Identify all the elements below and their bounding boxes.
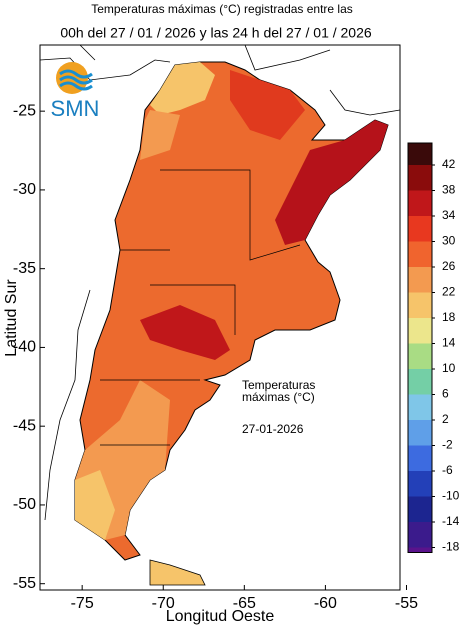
neighbors <box>39 44 401 521</box>
colorbar-band <box>408 471 432 497</box>
colorbar-label: -18 <box>442 540 460 554</box>
colorbar-band <box>408 241 432 267</box>
y-tick-label: -35 <box>13 260 36 277</box>
title-line-1: Temperaturas máximas (°C) registradas en… <box>91 2 353 16</box>
colorbar-band <box>408 343 432 369</box>
colorbar-label: 14 <box>442 336 456 350</box>
colorbar-label: 10 <box>442 361 456 375</box>
argentina <box>74 61 389 586</box>
colorbar-label: 6 <box>442 387 449 401</box>
colorbar-label: 22 <box>442 285 456 299</box>
colorbar-band <box>408 445 432 471</box>
x-tick-label: -70 <box>152 595 175 612</box>
colorbar-band <box>408 143 432 165</box>
y-tick-label: -55 <box>13 575 36 592</box>
x-axis-label: Longitud Oeste <box>166 608 275 625</box>
colorbar-label: -10 <box>442 489 460 503</box>
colorbar-band <box>408 522 432 548</box>
colorbar-band <box>408 165 432 191</box>
colorbar-frame <box>407 142 433 553</box>
colorbar-label: 18 <box>442 310 456 324</box>
colorbar-label: -2 <box>442 438 453 452</box>
colorbar-label: -6 <box>442 463 453 477</box>
colorbar-label: 34 <box>442 208 456 222</box>
x-tick-label: -75 <box>71 595 94 612</box>
title-line-2: 00h del 27 / 01 / 2026 y las 24 h del 27… <box>60 25 372 41</box>
colorbar-label: 42 <box>442 157 456 171</box>
y-tick-label: -30 <box>13 181 36 198</box>
y-axis-label: Latitud Sur <box>3 279 20 357</box>
annotation: Temperaturas <box>242 378 315 392</box>
y-tick-label: -45 <box>13 417 36 434</box>
colorbar-label: 38 <box>442 183 456 197</box>
y-tick-label: -25 <box>13 102 36 119</box>
colorbar-label: 30 <box>442 234 456 248</box>
colorbar-band <box>408 190 432 216</box>
y-tick-label: -40 <box>13 339 36 356</box>
colorbar-band <box>408 547 432 553</box>
colorbar-band <box>408 216 432 242</box>
x-tick-label: -55 <box>395 595 418 612</box>
colorbar-band <box>408 318 432 344</box>
logo-text: SMN <box>51 96 100 121</box>
colorbar-band <box>408 267 432 293</box>
colorbar-band <box>408 369 432 395</box>
smn-logo: SMN <box>51 62 100 121</box>
colorbar-band <box>408 394 432 420</box>
y-tick-label: -50 <box>13 496 36 513</box>
x-tick-label: -60 <box>314 595 337 612</box>
colorbar-band <box>408 292 432 318</box>
x-tick-label: -65 <box>233 595 256 612</box>
colorbar-label: 26 <box>442 259 456 273</box>
colorbar-band <box>408 496 432 522</box>
annotation: máximas (°C) <box>242 390 315 404</box>
colorbar-label: 2 <box>442 412 449 426</box>
annotation: 27-01-2026 <box>242 422 304 436</box>
colorbar-label: -14 <box>442 514 460 528</box>
colorbar-band <box>408 420 432 446</box>
